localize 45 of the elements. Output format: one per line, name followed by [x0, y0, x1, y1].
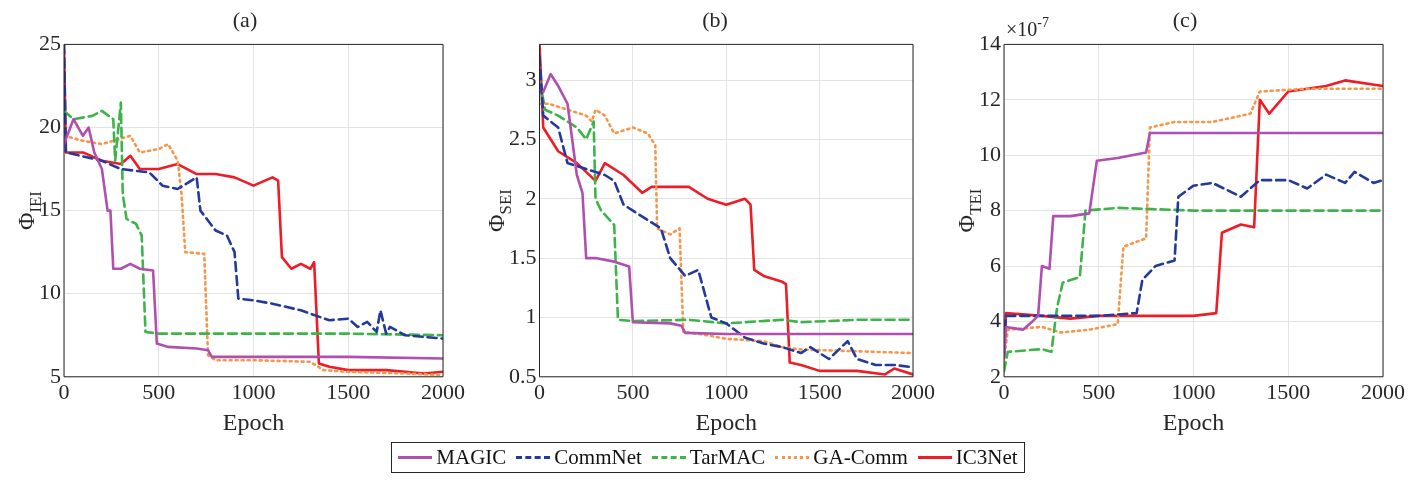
x-tick-label: 500: [1082, 378, 1116, 404]
legend-label: IC3Net: [955, 445, 1018, 470]
y-axis-title: ΦTEI: [953, 188, 986, 233]
y-tick-label: 8: [990, 196, 1001, 222]
y-tick-label: 1.5: [509, 243, 537, 269]
y-tick-label: 25: [39, 30, 61, 56]
x-tick-label: 500: [616, 378, 650, 404]
legend-label: MAGIC: [436, 445, 507, 470]
x-axis-title: Epoch: [222, 408, 285, 435]
legend-label: GA-Comm: [813, 445, 908, 470]
x-tick-label: 1000: [1171, 378, 1216, 404]
x-tick-label: 1000: [704, 378, 749, 404]
x-tick-label: 2000: [891, 378, 935, 404]
y-tick-label: 2: [990, 362, 1001, 388]
y-tick-label: 12: [979, 85, 1001, 111]
x-tick-label: 2000: [1361, 378, 1405, 404]
x-tick-label: 1500: [1266, 378, 1311, 404]
y-tick-label: 14: [979, 30, 1001, 56]
y-tick-label: 4: [990, 307, 1001, 333]
x-tick-label: 500: [142, 378, 176, 404]
x-tick-label: 1500: [797, 378, 842, 404]
y-tick-label: 1: [525, 303, 537, 329]
line-series: [539, 102, 913, 355]
x-tick-label: 1500: [326, 378, 371, 404]
y-tick-label: 5: [50, 362, 61, 388]
y-tick-label: 20: [39, 113, 61, 139]
y-tick-label: 6: [990, 251, 1001, 277]
x-axis-title: Epoch: [695, 408, 757, 435]
y-tick-label: 3: [525, 65, 537, 91]
legend-label: CommNet: [554, 445, 642, 470]
line-series: [64, 101, 443, 337]
y-tick-label: 10: [979, 140, 1001, 166]
legend-label: TarMAC: [689, 445, 766, 470]
x-tick-label: 1000: [231, 378, 276, 404]
x-axis-title: Epoch: [1162, 408, 1225, 435]
chart-title: (b): [702, 6, 728, 32]
chart-title: (a): [232, 6, 258, 32]
x-tick-label: 2000: [421, 378, 465, 404]
line-series: [1004, 206, 1383, 373]
y-tick-label: 2: [525, 184, 537, 210]
x-tick-label: 0: [998, 378, 1010, 404]
chart-title: (c): [1172, 6, 1198, 32]
y-tick-label: 10: [39, 279, 61, 305]
y-tick-label: 2.5: [509, 125, 537, 151]
y-axis-title: ΦSEI: [483, 189, 516, 232]
